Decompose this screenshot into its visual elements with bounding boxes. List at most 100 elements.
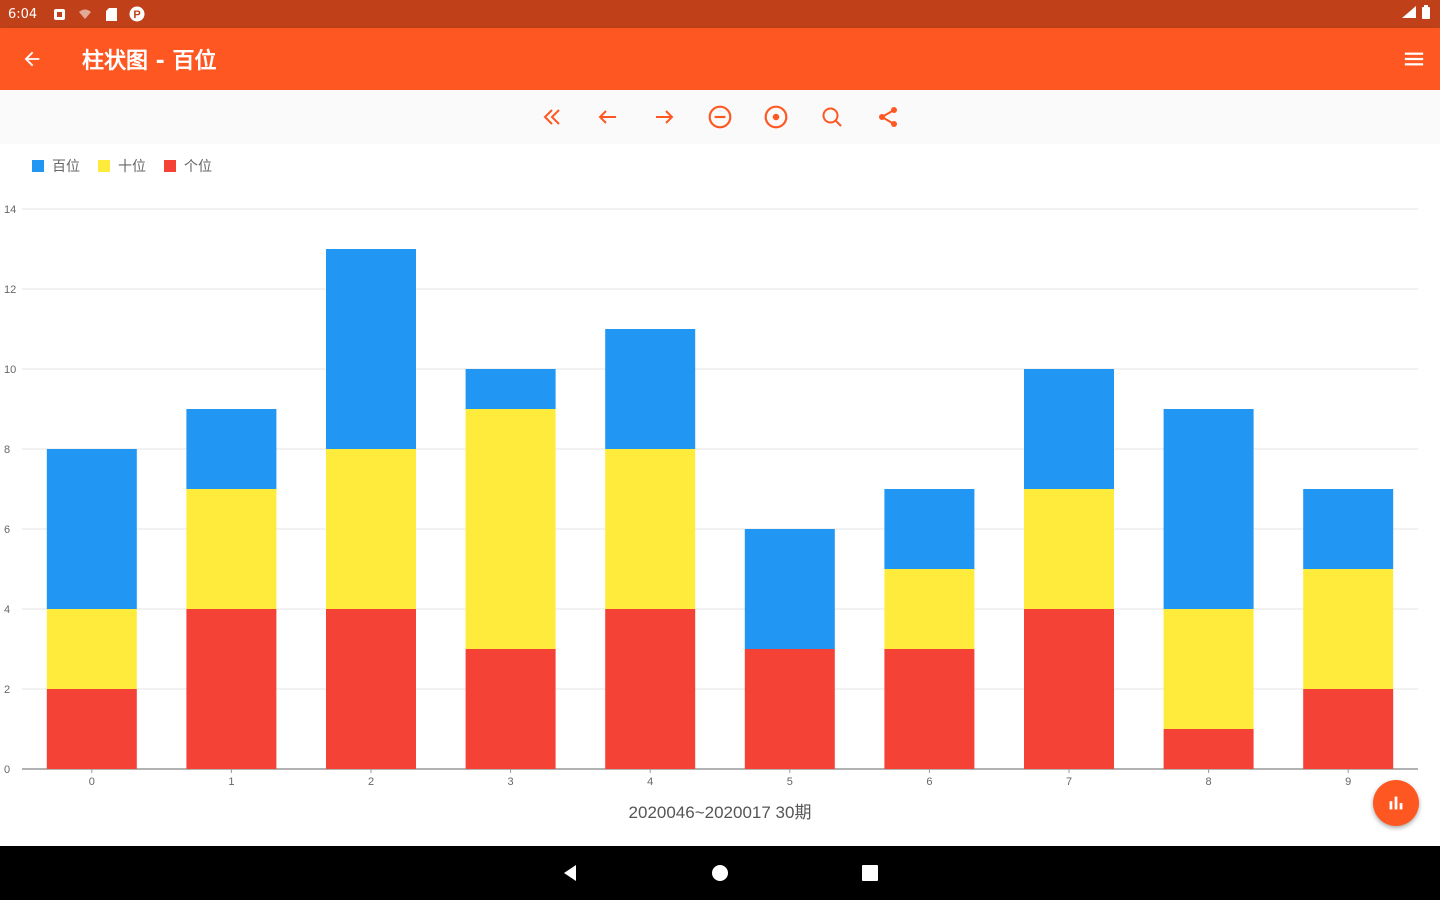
menu-icon — [1404, 52, 1424, 66]
bar-segment — [46, 449, 137, 609]
bar-segment — [326, 609, 416, 769]
y-tick-label: 12 — [4, 284, 16, 296]
battery-icon — [1422, 5, 1430, 23]
x-axis-label: 2020046~2020017 30期 — [629, 803, 812, 822]
bar-segment — [465, 409, 556, 649]
app-bar: 柱状图 - 百位 — [0, 28, 1440, 90]
bar-segment — [744, 529, 835, 649]
arrow-right-icon — [656, 110, 674, 124]
zoom-in-button[interactable] — [760, 101, 792, 133]
bar-segment — [465, 369, 556, 409]
y-tick-label: 10 — [4, 364, 16, 376]
double-chevron-left-icon — [543, 109, 560, 125]
app-p-icon: P — [129, 6, 145, 22]
status-bar: 6:04 P — [0, 0, 1440, 28]
bar-segment — [1163, 409, 1254, 609]
y-tick-label: 14 — [4, 204, 16, 216]
menu-button[interactable] — [1388, 28, 1440, 90]
signal-icon — [1402, 6, 1416, 22]
back-button[interactable] — [0, 28, 64, 90]
square-recents-icon — [862, 865, 878, 881]
x-tick-label: 9 — [1345, 776, 1351, 788]
x-tick-label: 7 — [1066, 776, 1072, 788]
triangle-back-icon — [564, 865, 576, 881]
bar-segment — [46, 689, 137, 769]
bar-segment — [1024, 369, 1114, 489]
bar-segment — [605, 329, 696, 449]
legend-item-tens: 十位 — [98, 156, 146, 176]
circle-home-icon — [712, 865, 728, 881]
share-icon — [879, 107, 897, 127]
first-button[interactable] — [536, 101, 568, 133]
plus-circle-icon — [764, 105, 788, 129]
y-tick-label: 2 — [4, 684, 10, 696]
bar-segment — [186, 609, 277, 769]
bar-segment — [186, 409, 277, 489]
legend-label-tens: 十位 — [118, 159, 146, 175]
search-button[interactable] — [816, 101, 848, 133]
x-tick-label: 1 — [228, 776, 234, 788]
zoom-out-button[interactable] — [704, 101, 736, 133]
page-title: 柱状图 - 百位 — [82, 49, 217, 74]
legend-swatch-hundreds — [32, 160, 44, 172]
bar-segment — [1163, 729, 1254, 769]
bar-segment — [1303, 489, 1394, 569]
y-tick-label: 8 — [4, 444, 10, 456]
bar-segment — [1024, 609, 1114, 769]
svg-text:P: P — [134, 9, 141, 21]
bar-chart-icon — [1389, 796, 1403, 810]
minus-circle-icon — [708, 105, 732, 129]
nav-recents-button[interactable] — [850, 853, 890, 893]
search-icon — [822, 107, 842, 127]
system-nav-bar — [0, 846, 1440, 900]
bar-segment — [1303, 689, 1394, 769]
x-tick-label: 4 — [647, 776, 653, 788]
bar-segment — [744, 649, 835, 769]
legend-label-hundreds: 百位 — [52, 159, 80, 175]
share-button[interactable] — [872, 101, 904, 133]
bar-segment — [1024, 489, 1114, 609]
bar-segment — [884, 649, 975, 769]
bar-segment — [1303, 569, 1394, 689]
y-tick-label: 0 — [4, 764, 10, 776]
y-tick-label: 4 — [4, 604, 10, 616]
bar-segment — [465, 649, 556, 769]
bar-segment — [605, 449, 696, 609]
notification-icon — [51, 6, 67, 22]
status-time: 6:04 — [8, 6, 38, 22]
x-tick-label: 8 — [1206, 776, 1212, 788]
nav-home-button[interactable] — [700, 853, 740, 893]
x-tick-label: 0 — [89, 776, 95, 788]
bar-segment — [884, 569, 975, 649]
bar-segment — [46, 609, 137, 689]
legend-label-ones: 个位 — [184, 159, 212, 175]
y-tick-label: 6 — [4, 524, 10, 536]
x-tick-label: 6 — [926, 776, 932, 788]
next-button[interactable] — [648, 101, 680, 133]
x-tick-label: 5 — [787, 776, 793, 788]
bar-segment — [605, 609, 696, 769]
legend-swatch-ones — [164, 160, 176, 172]
chart-legend: 百位 十位 个位 — [32, 156, 212, 176]
arrow-back-icon — [24, 51, 40, 67]
legend-item-ones: 个位 — [164, 156, 212, 176]
bar-segment — [884, 489, 975, 569]
arrow-left-icon — [598, 110, 616, 124]
bar-segment — [326, 249, 416, 449]
prev-button[interactable] — [592, 101, 624, 133]
status-right — [1402, 5, 1430, 23]
x-tick-label: 3 — [508, 776, 514, 788]
chart-type-fab[interactable] — [1373, 780, 1419, 826]
legend-item-hundreds: 百位 — [32, 156, 80, 176]
bar-segment — [186, 489, 277, 609]
x-tick-label: 2 — [368, 776, 374, 788]
nav-back-button[interactable] — [550, 853, 590, 893]
bar-segment — [326, 449, 416, 609]
wifi-off-icon — [77, 6, 93, 22]
legend-swatch-tens — [98, 160, 110, 172]
sd-card-icon — [103, 6, 119, 22]
chart-toolbar — [0, 90, 1440, 144]
status-icons: P — [51, 6, 145, 22]
bar-segment — [1163, 609, 1254, 729]
